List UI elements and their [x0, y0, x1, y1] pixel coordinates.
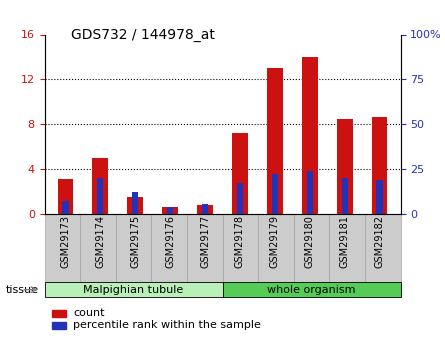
- Bar: [127, 197, 143, 214]
- Bar: [62, 201, 69, 214]
- Bar: [341, 178, 348, 214]
- Bar: [187, 214, 222, 282]
- Bar: [162, 207, 178, 214]
- Text: whole organism: whole organism: [267, 285, 356, 295]
- Bar: [222, 282, 400, 297]
- Text: GDS732 / 144978_at: GDS732 / 144978_at: [71, 28, 215, 42]
- Text: count: count: [73, 308, 105, 318]
- Bar: [294, 214, 329, 282]
- Bar: [132, 193, 138, 214]
- Bar: [52, 310, 66, 317]
- Bar: [329, 214, 365, 282]
- Bar: [232, 133, 248, 214]
- Bar: [93, 158, 108, 214]
- Bar: [267, 68, 283, 214]
- Bar: [272, 175, 278, 214]
- Text: percentile rank within the sample: percentile rank within the sample: [73, 320, 261, 330]
- Bar: [258, 214, 294, 282]
- Bar: [337, 119, 352, 214]
- Bar: [237, 184, 243, 214]
- Bar: [97, 178, 104, 214]
- Text: tissue: tissue: [5, 285, 38, 295]
- Bar: [44, 282, 222, 297]
- Bar: [197, 205, 213, 214]
- Bar: [52, 322, 66, 329]
- Bar: [365, 214, 400, 282]
- Bar: [222, 214, 258, 282]
- Bar: [372, 117, 388, 214]
- Bar: [167, 207, 173, 214]
- Bar: [116, 214, 151, 282]
- Bar: [44, 214, 80, 282]
- Bar: [202, 204, 208, 214]
- Bar: [307, 171, 313, 214]
- Bar: [80, 214, 116, 282]
- Bar: [151, 214, 187, 282]
- Bar: [57, 179, 73, 214]
- Text: Malpighian tubule: Malpighian tubule: [83, 285, 184, 295]
- Bar: [302, 57, 318, 214]
- Bar: [376, 180, 383, 214]
